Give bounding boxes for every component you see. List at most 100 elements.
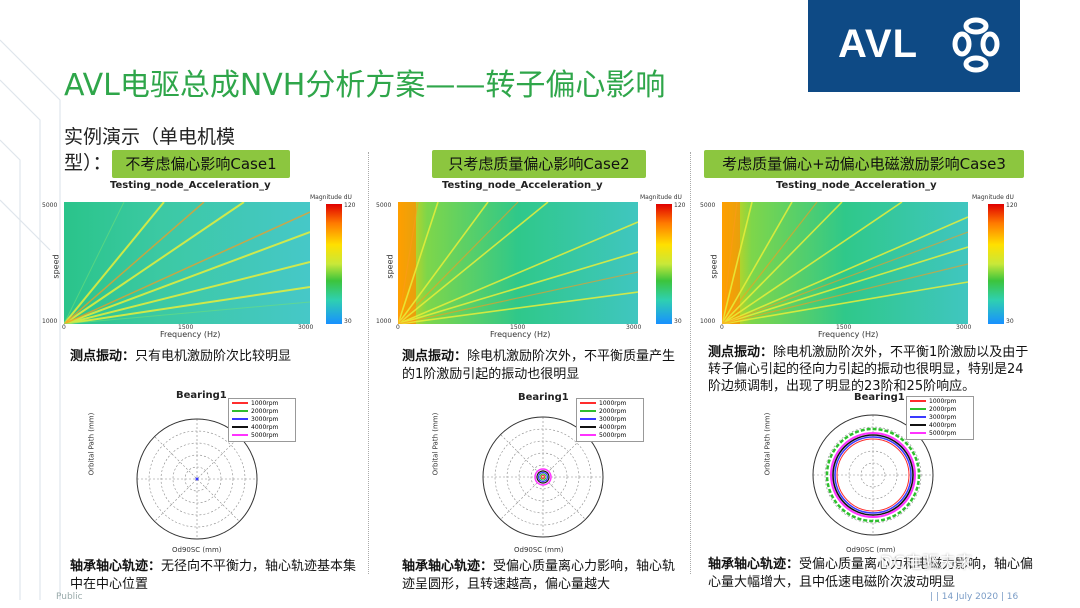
case1-xlabel: Frequency (Hz) — [160, 330, 221, 339]
case1-xtick-0: 0 — [62, 324, 66, 331]
case1-legend-4000: 4000rpm — [251, 423, 279, 431]
case1-orbit-body: 无径向不平衡力，轴心轨迹基本集中在中心位置 — [70, 559, 357, 592]
case2-polar-ylabel: Orbital Path (mm) — [431, 412, 440, 476]
case3-orbit-description: 轴承轴心轨迹：受偏心质量离心力和电磁力影响，轴心偏心量大幅增大，且中低速电磁阶次… — [708, 556, 1038, 592]
footer-left: Public — [56, 592, 83, 602]
footer-right: | | 14 July 2020 | 16 — [930, 592, 1019, 602]
case3-legend-1000: 1000rpm — [929, 397, 957, 405]
case3-plot-title: Testing_node_Acceleration_y — [776, 180, 937, 191]
case2-legend-1000: 1000rpm — [599, 399, 627, 407]
case1-ylabel: speed — [51, 254, 61, 279]
case3-xtick-1500: 1500 — [836, 324, 852, 331]
case3-legend-4000: 4000rpm — [929, 421, 957, 429]
case2-legend-2000: 2000rpm — [599, 407, 627, 415]
case3-cbar-tick-max: 120 — [1006, 202, 1018, 209]
case2-orbit-body: 受偏心质量离心力影响，轴心轨迹呈圆形，且转速越高，偏心量越大 — [402, 559, 676, 592]
case3-legend-2000: 2000rpm — [929, 405, 957, 413]
watermark: DC电驱未来 — [880, 553, 973, 573]
case3-ytick-bottom: 1000 — [700, 318, 716, 325]
case3-ytick-top: 5000 — [700, 202, 716, 209]
case2-legend-3000: 3000rpm — [599, 415, 627, 423]
case2-campbell-plot — [398, 202, 638, 324]
case1-campbell-plot — [64, 202, 310, 324]
case1-legend-3000: 3000rpm — [251, 415, 279, 423]
case1-colorbar — [326, 204, 342, 324]
case2-orbit-head: 轴承轴心轨迹： — [402, 559, 494, 574]
column-divider-1 — [368, 152, 369, 574]
case2-cbar-tick-max: 120 — [674, 202, 686, 209]
case1-cbar-tick-max: 120 — [344, 202, 356, 209]
case3-polar-ylabel: Orbital Path (mm) — [763, 412, 772, 476]
case2-legend-4000: 4000rpm — [599, 423, 627, 431]
case3-polar-title: Bearing1 — [854, 392, 905, 403]
case3-colorbar — [988, 204, 1004, 324]
case3-polar-plot — [812, 414, 934, 536]
case3-orbit-body: 受偏心质量离心力和电磁力影响，轴心偏心量大幅增大，且中低速电磁阶次波动明显 — [708, 557, 1034, 590]
case3-xtick-0: 0 — [720, 324, 724, 331]
case3-campbell-plot — [722, 202, 968, 324]
case1-orbit-description: 轴承轴心轨迹：无径向不平衡力，轴心轨迹基本集中在中心位置 — [70, 558, 360, 594]
case1-polar-xlabel: Od90SC (mm) — [172, 546, 222, 554]
case2-legend-5000: 5000rpm — [599, 431, 627, 439]
case1-colorbar-title: Magnitude dU — [310, 194, 352, 201]
case3-polar-xlabel: Od90SC (mm) — [846, 546, 896, 554]
case1-cbar-tick-min: 30 — [344, 318, 352, 325]
case3-legend-5000: 5000rpm — [929, 429, 957, 437]
case3-ylabel: speed — [709, 254, 719, 279]
case1-polar-title: Bearing1 — [176, 390, 227, 401]
case1-plot-title: Testing_node_Acceleration_y — [110, 180, 271, 191]
case1-xtick-1500: 1500 — [178, 324, 194, 331]
column-divider-2 — [690, 152, 691, 574]
case2-plot-title: Testing_node_Acceleration_y — [442, 180, 603, 191]
case3-xtick-3000: 3000 — [956, 324, 972, 331]
case1-xtick-3000: 3000 — [298, 324, 314, 331]
case3-description: 测点振动：除电机激励阶次外，不平衡1阶激励以及由于转子偏心引起的径向力引起的振动… — [708, 344, 1030, 395]
case2-xlabel: Frequency (Hz) — [490, 330, 551, 339]
case2-polar-xlabel: Od90SC (mm) — [514, 546, 564, 554]
case3-cbar-tick-min: 30 — [1006, 318, 1014, 325]
case2-cbar-tick-min: 30 — [674, 318, 682, 325]
case3-colorbar-title: Magnitude dU — [972, 194, 1014, 201]
case1-description: 测点振动：只有电机激励阶次比较明显 — [70, 348, 360, 366]
case1-label: 不考虑偏心影响Case1 — [112, 150, 290, 178]
case3-desc-body: 除电机激励阶次外，不平衡1阶激励以及由于转子偏心引起的径向力引起的振动也很明显，… — [708, 345, 1029, 394]
case2-description: 测点振动：除电机激励阶次外，不平衡质量产生的1阶激励引起的振动也很明显 — [402, 348, 678, 384]
case3-orbit-head: 轴承轴心轨迹： — [708, 557, 800, 572]
page-subtitle: 实例演示（单电机模型）： — [64, 126, 236, 174]
case1-ytick-bottom: 1000 — [42, 318, 58, 325]
case2-xtick-3000: 3000 — [626, 324, 642, 331]
case1-legend-2000: 2000rpm — [251, 407, 279, 415]
logo-text: AVL — [838, 22, 919, 66]
case1-legend-1000: 1000rpm — [251, 399, 279, 407]
case3-label: 考虑质量偏心+动偏心电磁激励影响Case3 — [704, 150, 1024, 178]
case2-orbit-description: 轴承轴心轨迹：受偏心质量离心力影响，轴心轨迹呈圆形，且转速越高，偏心量越大 — [402, 558, 678, 594]
case2-ylabel: speed — [385, 254, 395, 279]
case2-colorbar-title: Magnitude dU — [640, 194, 682, 201]
case1-orbit-head: 轴承轴心轨迹： — [70, 559, 162, 574]
case1-legend-5000: 5000rpm — [251, 431, 279, 439]
case1-ytick-top: 5000 — [42, 202, 58, 209]
case3-legend: 1000rpm 2000rpm 3000rpm 4000rpm 5000rpm — [906, 396, 974, 440]
case3-legend-3000: 3000rpm — [929, 413, 957, 421]
case1-polar-plot — [136, 418, 258, 540]
case2-colorbar — [656, 204, 672, 324]
case2-xtick-0: 0 — [396, 324, 400, 331]
case2-xtick-1500: 1500 — [510, 324, 526, 331]
case2-legend: 1000rpm 2000rpm 3000rpm 4000rpm 5000rpm — [576, 398, 644, 442]
case2-label: 只考虑质量偏心影响Case2 — [432, 150, 646, 178]
page-title: AVL电驱总成NVH分析方案——转子偏心影响 — [64, 68, 666, 103]
case3-desc-head: 测点振动： — [708, 345, 774, 360]
case1-desc-head: 测点振动： — [70, 349, 136, 364]
case3-xlabel: Frequency (Hz) — [818, 330, 879, 339]
avl-logo: AVL — [808, 0, 1020, 92]
case1-legend: 1000rpm 2000rpm 3000rpm 4000rpm 5000rpm — [228, 398, 296, 442]
case2-desc-head: 测点振动： — [402, 349, 468, 364]
case1-desc-body: 只有电机激励阶次比较明显 — [135, 349, 292, 364]
case2-ytick-top: 5000 — [376, 202, 392, 209]
logo-mark-icon — [952, 17, 1000, 73]
case1-polar-ylabel: Orbital Path (mm) — [87, 412, 96, 476]
case2-desc-body: 除电机激励阶次外，不平衡质量产生的1阶激励引起的振动也很明显 — [402, 349, 676, 382]
case2-polar-title: Bearing1 — [518, 392, 569, 403]
case2-ytick-bottom: 1000 — [376, 318, 392, 325]
